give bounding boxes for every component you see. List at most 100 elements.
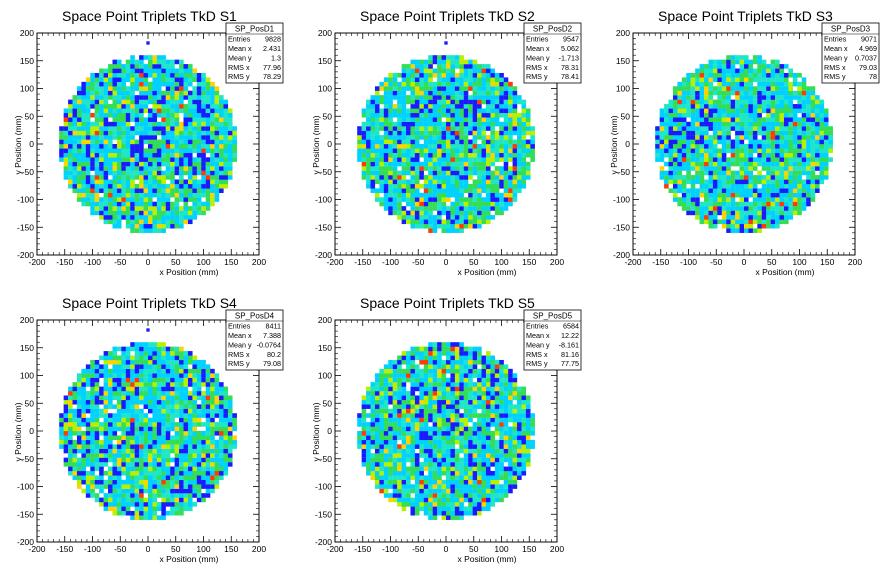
heatmap-bin (819, 166, 825, 171)
heatmap-bin (143, 351, 149, 356)
heatmap-bin (210, 170, 215, 176)
heatmap-bin (450, 152, 456, 158)
heatmap-bin (437, 81, 442, 87)
heatmap-bin (366, 179, 371, 185)
heatmap-bin (739, 135, 745, 140)
heatmap-bin (143, 121, 149, 127)
heatmap-bin (90, 422, 95, 427)
heatmap-bin (414, 157, 420, 162)
heatmap-bin (161, 170, 166, 176)
heatmap-bin (121, 183, 126, 189)
heatmap-bin (383, 192, 389, 198)
heatmap-bin (134, 502, 140, 507)
heatmap-bin (379, 135, 384, 140)
heatmap-bin (130, 161, 135, 167)
stats-label: RMS x (526, 63, 548, 72)
heatmap-bin (148, 55, 153, 60)
heatmap-bin (477, 223, 482, 229)
heatmap-bin (156, 368, 162, 374)
heatmap-bin (525, 139, 531, 145)
heatmap-bin (485, 215, 491, 220)
heatmap-bin (664, 117, 669, 122)
heatmap-bin (690, 86, 696, 91)
axis-ticks: -200 -150 -100 -50 0 50 100 150 200-200-150-100-… (315, 28, 564, 267)
heatmap-bin (668, 139, 674, 145)
heatmap-bin (139, 183, 144, 189)
heatmap-bin (232, 148, 237, 154)
stats-box-name: SP_PosD2 (533, 25, 573, 34)
heatmap-bin (437, 139, 442, 145)
y-tick-label: 0 (327, 139, 332, 149)
heatmap-bin (99, 161, 104, 167)
heatmap-bin (125, 382, 131, 387)
heatmap-bin (508, 90, 513, 96)
heatmap-bin (681, 192, 687, 198)
heatmap-bin (161, 117, 166, 122)
heatmap-bin (437, 95, 442, 100)
heatmap-bin (81, 457, 86, 463)
heatmap-bins (59, 41, 237, 233)
heatmap-bin (677, 161, 682, 167)
heatmap-bin (125, 373, 131, 378)
heatmap-bin (699, 139, 705, 145)
heatmap-bin (428, 192, 433, 198)
heatmap-bin (152, 152, 158, 158)
heatmap-bin (410, 192, 416, 198)
heatmap-bin (112, 359, 118, 365)
heatmap-bin (463, 144, 469, 149)
heatmap-bin (766, 112, 771, 118)
heatmap-bin (766, 175, 771, 180)
heatmap-bin (717, 108, 722, 114)
heatmap-bin (823, 108, 829, 114)
heatmap-bin (108, 130, 113, 136)
heatmap-bin (174, 157, 180, 162)
heatmap-bin (437, 161, 442, 167)
heatmap-bin (72, 408, 78, 414)
heatmap-bin (752, 157, 758, 162)
heatmap-bin (143, 479, 149, 485)
heatmap-bin (85, 377, 91, 383)
heatmap-bin (485, 157, 491, 162)
heatmap-bin (130, 64, 135, 69)
heatmap-bin (503, 112, 509, 118)
heatmap-bin (744, 117, 749, 122)
y-tick-label: 150 (20, 56, 34, 66)
heatmap-bin (410, 183, 416, 189)
heatmap-bin (783, 210, 789, 216)
heatmap-bin (196, 72, 202, 78)
heatmap-bin (76, 175, 82, 180)
heatmap-bin (366, 157, 371, 162)
heatmap-bin (788, 121, 793, 127)
heatmap-bin (695, 148, 700, 154)
heatmap-bin (165, 112, 171, 118)
heatmap-bin (210, 197, 215, 202)
heatmap-bin (454, 90, 460, 96)
heatmap-bin (108, 470, 113, 476)
heatmap-bin (130, 462, 135, 467)
heatmap-bin (499, 197, 504, 202)
heatmap-bin (672, 157, 678, 162)
heatmap-bin (148, 462, 153, 467)
heatmap-bin (681, 99, 687, 105)
heatmap-bin (223, 104, 229, 109)
heatmap-bin (130, 148, 135, 154)
heatmap-bin (739, 59, 745, 65)
heatmap-bin (712, 130, 718, 136)
heatmap-bin (72, 413, 78, 418)
heatmap-bin (686, 130, 691, 136)
heatmap-bin (183, 188, 189, 193)
heatmap-bin (134, 219, 140, 225)
heatmap-bin (63, 157, 69, 162)
heatmap-bin (428, 210, 433, 216)
heatmap-bin (139, 188, 144, 193)
heatmap-bin (139, 515, 144, 520)
heatmap-bin (485, 183, 491, 189)
heatmap-bin (788, 170, 793, 176)
heatmap-bin (81, 170, 86, 176)
heatmap-bin (664, 104, 669, 109)
heatmap-bin (463, 81, 469, 87)
heatmap-bin (94, 399, 100, 405)
heatmap-bin (686, 72, 691, 78)
heatmap-bin (410, 112, 416, 118)
heatmap-bin (392, 130, 398, 136)
